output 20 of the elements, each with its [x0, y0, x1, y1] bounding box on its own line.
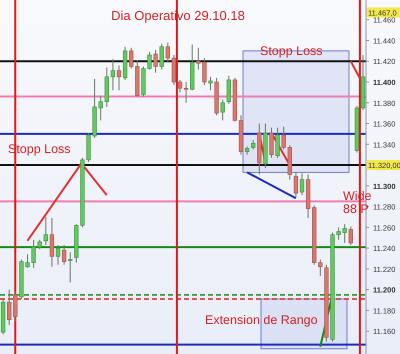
annotation: 88 P [343, 202, 369, 216]
candlestick [62, 244, 66, 266]
candlestick [68, 252, 72, 283]
candlestick [275, 127, 280, 158]
candlestick [269, 127, 274, 158]
candlestick [184, 82, 188, 104]
candlestick [44, 216, 48, 246]
candlestick [50, 218, 54, 268]
candlestick [160, 43, 164, 70]
candlestick [153, 49, 158, 74]
annotation: Extension de Rango [205, 313, 318, 327]
candlestick [300, 172, 304, 196]
candlestick [226, 75, 231, 104]
candlestick [208, 76, 213, 91]
candlestick [178, 79, 182, 93]
candlestick [294, 172, 298, 198]
candlestick [147, 51, 152, 70]
candlestick [251, 140, 256, 150]
candlestick [348, 226, 353, 246]
candlestick [220, 99, 225, 121]
